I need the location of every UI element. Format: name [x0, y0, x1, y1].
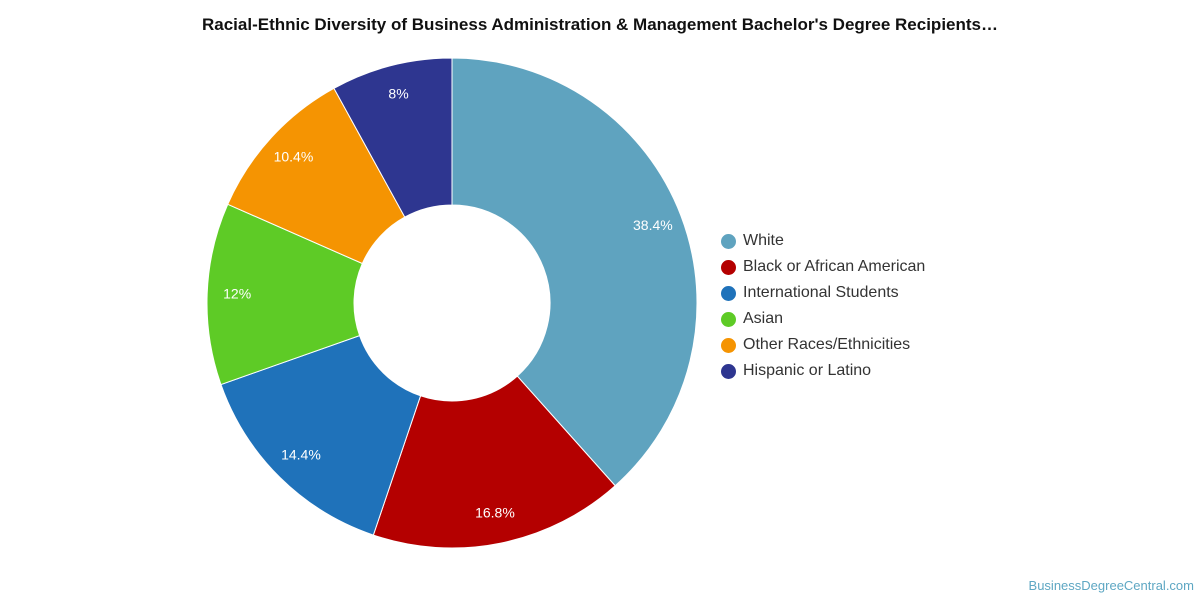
legend-label: White [743, 232, 784, 249]
data-label-hispanic-or-latino: 8% [388, 85, 408, 101]
legend-label: Other Races/Ethnicities [743, 336, 911, 353]
chart-data-labels: 38.4% 16.8% 14.4% 12% 10.4% 8% [223, 85, 673, 520]
slice-white[interactable] [451, 57, 698, 487]
slice-hispanic-or-latino[interactable] [333, 57, 453, 218]
chart-legend: White Black or African American Internatio… [721, 228, 925, 384]
slice-asian[interactable] [206, 203, 363, 386]
legend-marker [721, 363, 736, 379]
data-label-asian: 12% [223, 286, 251, 302]
legend-label: Hispanic or Latino [743, 362, 872, 379]
legend-marker [721, 259, 736, 275]
legend-label: Asian [743, 310, 784, 327]
legend-item-white[interactable]: White [721, 228, 925, 254]
legend-marker [721, 311, 736, 327]
legend-item-black-or-african-american[interactable]: Black or African American [721, 254, 925, 280]
legend-item-international-students[interactable]: International Students [721, 280, 925, 306]
data-label-international-students: 14.4% [281, 447, 321, 463]
data-label-other-races-ethnicities: 10.4% [274, 149, 314, 165]
legend-item-other-races-ethnicities[interactable]: Other Races/Ethnicities [721, 332, 925, 358]
legend-label: International Students [743, 284, 899, 301]
chart-slices [206, 57, 698, 549]
legend-item-asian[interactable]: Asian [721, 306, 925, 332]
legend-marker [721, 233, 736, 249]
slice-international-students[interactable] [220, 334, 422, 536]
chart-title: Racial-Ethnic Diversity of Business Admi… [201, 15, 998, 34]
legend-label: Black or African American [743, 258, 926, 275]
legend-marker [721, 285, 736, 301]
legend-marker [721, 337, 736, 353]
legend-item-hispanic-or-latino[interactable]: Hispanic or Latino [721, 358, 925, 384]
data-label-black-or-african-american: 16.8% [475, 504, 515, 520]
slice-black-or-african-american[interactable] [372, 375, 616, 549]
source-credit-link[interactable]: BusinessDegreeCentral.com [1028, 578, 1194, 593]
slice-other-races-ethnicities[interactable] [227, 87, 406, 265]
data-label-white: 38.4% [633, 217, 673, 233]
